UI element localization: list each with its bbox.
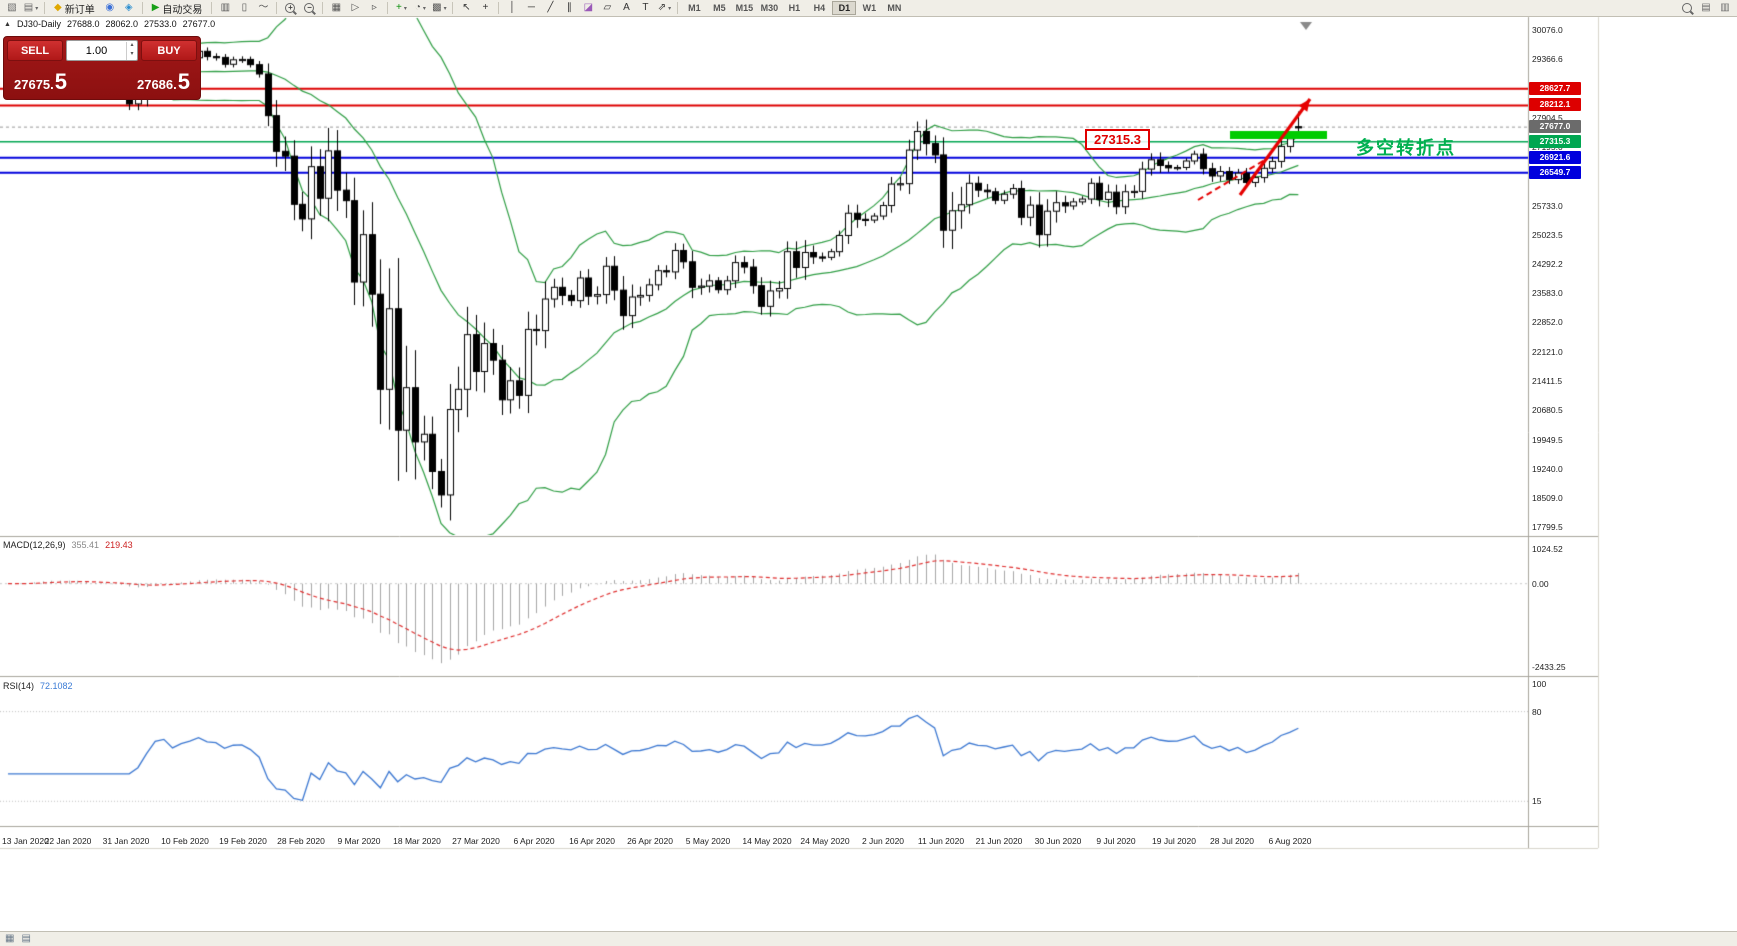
trade-panel-top-row: SELL 1.00 ▴ ▾ BUY <box>4 37 200 61</box>
candlestick-chart-icon[interactable]: ▯ <box>241 2 248 13</box>
turning-point-label[interactable]: 多空转折点 <box>1356 138 1456 158</box>
line-chart-icon[interactable]: ～ <box>258 2 269 13</box>
buy-price-main: 27686. <box>136 77 177 92</box>
timeframe-m1[interactable]: M1 <box>688 3 701 13</box>
trade-panel-prices: 27675. 5 27686. 5 <box>4 61 200 97</box>
toolbar-separator <box>322 2 324 14</box>
toolbar-button-label: 自动交易 <box>162 4 203 16</box>
timeframe-w1[interactable]: W1 <box>862 3 877 13</box>
autotrading-button[interactable]: ▶ 自动交易 <box>147 1 208 16</box>
auto-scroll-icon[interactable]: ▷ <box>351 2 360 13</box>
toolbar: ▧ ▤ ▾ ◆ 新订单 ◉ ◈ ▶ 自动交易 ▥ ▯ ～ + − ▦ ▷ ▹ + ▾ ◔ ▾ ▩ ▾ ↖ + │ ─ ╱ ∥ ◪ ▱ A T ⇗ ▾… <box>0 0 1737 17</box>
market-watch-icon[interactable]: ◈ <box>124 2 133 13</box>
sell-price-main: 27675. <box>14 77 54 92</box>
timeframe-h4[interactable]: H4 <box>813 3 826 13</box>
experts-icon[interactable]: ◉ <box>105 2 115 13</box>
status-book-icon: ▤ <box>21 933 31 944</box>
autotrading-icon: ▶ <box>151 2 160 13</box>
volume-decrease-button[interactable]: ▾ <box>130 50 134 57</box>
horizontal-line-icon[interactable]: ─ <box>527 2 535 13</box>
collapse-chart-icon[interactable]: ▲ <box>4 20 11 28</box>
new-order-button[interactable]: ◆ 新订单 <box>49 1 100 16</box>
ohlc-close-value: 27677.0 <box>182 19 216 29</box>
toolbar-separator <box>677 2 679 14</box>
fibonacci-icon[interactable]: ◪ <box>583 2 594 13</box>
text-icon[interactable]: A <box>623 2 630 13</box>
cursor-icon[interactable]: ↖ <box>462 2 471 13</box>
toolbar-separator <box>452 2 454 14</box>
shapes-icon[interactable]: ▱ <box>603 2 612 13</box>
timeframe-m5[interactable]: M5 <box>713 3 726 13</box>
status-bar: ▦ ▤ <box>0 931 1737 946</box>
zoom-out-icon[interactable]: − <box>300 1 318 16</box>
toolbar-button-label: 新订单 <box>64 4 95 16</box>
ohlc-open-value: 27688.0 <box>66 19 100 29</box>
buy-price-big-digit: 5 <box>177 69 190 95</box>
periods-icon[interactable]: ◔ ▾ <box>414 2 426 13</box>
toolbar-separator <box>211 2 213 14</box>
toolbar-separator <box>141 2 143 14</box>
macd-name: MACD(12,26,9) <box>3 540 66 550</box>
data-window-icon[interactable]: ▤ <box>1701 2 1711 13</box>
status-chart-icon: ▦ <box>5 933 15 944</box>
buy-button[interactable]: BUY <box>141 40 197 61</box>
chart-shift-icon[interactable]: ▹ <box>371 2 377 13</box>
rsi-value: 72.1082 <box>40 681 73 691</box>
timeframe-d1[interactable]: D1 <box>832 1 857 15</box>
ohlc-bars-icon[interactable]: ▥ <box>220 2 231 13</box>
toolbar-separator <box>387 2 389 14</box>
rsi-name: RSI(14) <box>3 681 35 691</box>
sell-button[interactable]: SELL <box>7 40 63 61</box>
macd-indicator-header: MACD(12,26,9) 355.41 219.43 <box>3 540 133 550</box>
ohlc-high-value: 28062.0 <box>105 19 139 29</box>
timeframe-m15[interactable]: M15 <box>735 3 754 13</box>
macd-main-value: 355.41 <box>71 540 100 550</box>
timeframe-m30[interactable]: M30 <box>760 3 779 13</box>
popup-prices-icon[interactable]: ▥ <box>1720 2 1730 13</box>
new-order-icon: ◆ <box>54 2 62 13</box>
timeframe-h1[interactable]: H1 <box>788 3 801 13</box>
price-annotation-box[interactable]: 27315.3 <box>1085 129 1150 150</box>
timeframe-mn[interactable]: MN <box>887 3 902 13</box>
volume-spinner: ▴ ▾ <box>126 41 137 60</box>
tile-windows-icon[interactable]: ▦ <box>331 2 342 13</box>
crosshair-icon[interactable]: + <box>482 2 489 13</box>
buy-price[interactable]: 27686. 5 <box>136 69 190 95</box>
templates-icon[interactable]: ▩ ▾ <box>432 2 447 13</box>
chart-profiles-icon[interactable]: ▤ ▾ <box>23 2 39 13</box>
chart-ohlc-title: ▲ DJ30-Daily 27688.0 28062.0 27533.0 276… <box>4 19 215 29</box>
zoom-in-icon[interactable]: + <box>281 1 299 16</box>
one-click-trading-panel: SELL 1.00 ▴ ▾ BUY 27675. 5 27686. 5 <box>3 36 201 100</box>
vertical-line-icon[interactable]: │ <box>509 2 516 13</box>
sell-price[interactable]: 27675. 5 <box>14 69 68 95</box>
macd-signal-value: 219.43 <box>105 540 133 550</box>
toolbar-separator <box>276 2 278 14</box>
new-chart-icon[interactable]: ▧ <box>7 2 17 13</box>
volume-increase-button[interactable]: ▴ <box>130 41 134 48</box>
rsi-indicator-header: RSI(14) 72.1082 <box>3 681 73 691</box>
volume-value[interactable]: 1.00 <box>85 44 108 57</box>
text-label-icon[interactable]: T <box>642 2 649 13</box>
toolbar-separator <box>44 2 45 14</box>
symbol-timeframe-label: DJ30-Daily <box>16 19 61 29</box>
arrows-icon[interactable]: ⇗ ▾ <box>657 2 672 13</box>
channel-icon[interactable]: ∥ <box>566 2 572 13</box>
indicators-icon[interactable]: + ▾ <box>395 2 407 13</box>
volume-field[interactable]: 1.00 ▴ ▾ <box>66 40 138 61</box>
trendline-icon[interactable]: ╱ <box>547 2 554 13</box>
toolbar-separator <box>498 2 500 14</box>
sell-price-big-digit: 5 <box>54 69 68 95</box>
search-icon[interactable] <box>1678 1 1696 16</box>
ohlc-low-value: 27533.0 <box>144 19 177 29</box>
